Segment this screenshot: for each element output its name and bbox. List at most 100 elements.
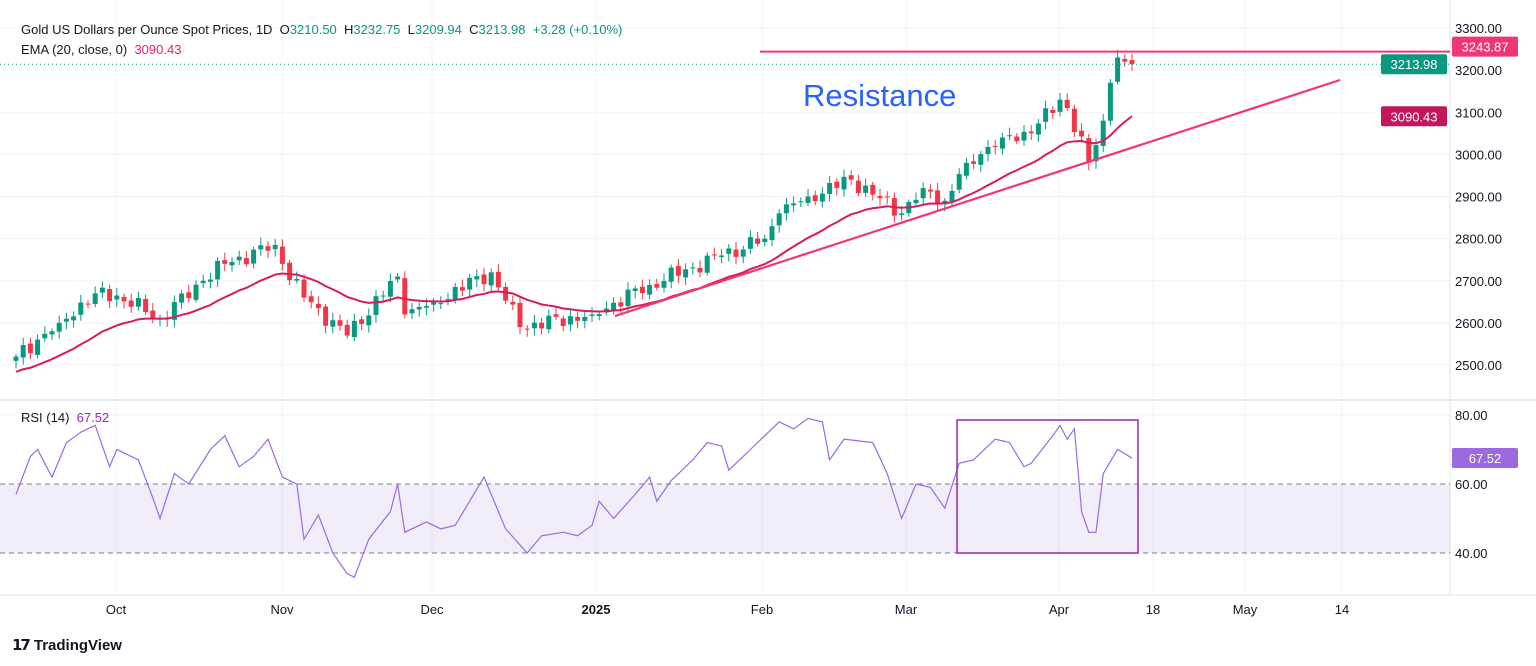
candle: [474, 269, 480, 287]
candle: [13, 354, 19, 369]
candle: [215, 257, 221, 287]
candle: [99, 281, 105, 299]
close-value: 3213.98: [478, 22, 526, 37]
candle-body: [510, 301, 516, 305]
candle: [1129, 53, 1135, 71]
rsi-axis-label: 40.00: [1455, 546, 1488, 561]
candle: [762, 234, 768, 247]
candle-body: [639, 286, 645, 294]
candle: [200, 274, 206, 289]
candle: [1014, 133, 1020, 145]
candle: [596, 311, 602, 321]
resistance-price-badge: [1452, 36, 1518, 57]
price-axis-label: 2700.00: [1455, 274, 1502, 289]
candle: [798, 197, 804, 208]
candle-body: [863, 185, 869, 193]
candle-body: [855, 180, 861, 194]
tradingview-logo[interactable]: 𝟭𝟳 TradingView: [12, 636, 122, 655]
candle: [1100, 113, 1106, 153]
candle: [855, 174, 861, 197]
candle: [222, 252, 228, 272]
candle-body: [697, 267, 703, 273]
candle: [1079, 123, 1085, 144]
high-value: 3232.75: [353, 22, 401, 37]
candle: [971, 153, 977, 170]
candle-body: [927, 189, 933, 192]
candle-body: [870, 184, 876, 195]
price-axis-label: 2800.00: [1455, 232, 1502, 247]
candle-body: [380, 295, 386, 297]
candle: [827, 175, 833, 202]
candle: [1057, 92, 1063, 117]
candle-body: [308, 296, 314, 303]
candle: [690, 262, 696, 275]
candle-body: [949, 190, 955, 202]
candle: [711, 247, 717, 260]
candle-body: [719, 255, 725, 257]
candle: [359, 316, 365, 331]
candle-body: [1043, 108, 1049, 122]
candle: [834, 178, 840, 196]
candle: [85, 300, 91, 309]
candle: [582, 311, 588, 329]
candle: [1086, 133, 1092, 171]
candle-body: [423, 306, 429, 308]
candle: [733, 241, 739, 265]
rsi-legend-value: 67.52: [76, 410, 110, 425]
ema-legend[interactable]: EMA (20, close, 0) 3090.43: [21, 42, 182, 57]
candle-body: [1115, 57, 1121, 82]
candle: [791, 196, 797, 213]
candle-body: [402, 278, 408, 315]
price-axis-label: 3200.00: [1455, 63, 1502, 78]
candle-body: [690, 267, 696, 269]
candle: [495, 264, 501, 292]
candle: [366, 308, 372, 333]
resistance-price-badge-text: 3243.87: [1462, 40, 1509, 55]
candle-body: [517, 302, 523, 328]
price-axis-label: 2600.00: [1455, 316, 1502, 331]
candle: [92, 286, 98, 308]
candle-body: [726, 248, 732, 254]
candle: [517, 295, 523, 335]
candle-body: [1035, 123, 1041, 135]
x-tick-label: Oct: [106, 602, 127, 617]
candle-body: [848, 175, 854, 180]
candle-body: [999, 137, 1005, 149]
candle: [1115, 49, 1121, 85]
candle-body: [92, 293, 98, 305]
candle-body: [85, 303, 91, 305]
symbol-legend: Gold US Dollars per Ounce Spot Prices, 1…: [21, 22, 623, 37]
candle-body: [747, 237, 753, 249]
x-tick-label: 18: [1146, 602, 1160, 617]
tradingview-logo-icon: 𝟭𝟳: [12, 637, 31, 654]
candle-body: [222, 260, 228, 264]
candle-body: [834, 181, 840, 188]
candle-body: [114, 295, 120, 300]
candle: [150, 302, 156, 324]
candle-body: [546, 315, 552, 330]
rsi-legend[interactable]: RSI (14) 67.52: [21, 410, 110, 425]
candle-body: [395, 276, 401, 280]
candle: [323, 303, 329, 334]
candle-body: [625, 289, 631, 306]
candle: [589, 307, 595, 323]
candle: [186, 284, 192, 303]
candle: [819, 187, 825, 208]
x-tick-label: Dec: [420, 602, 444, 617]
candle: [920, 182, 926, 204]
candle: [776, 209, 782, 233]
candle-body: [711, 254, 717, 256]
candle: [755, 231, 761, 247]
candle-body: [315, 303, 321, 309]
candle: [524, 325, 530, 337]
price-axis-label: 2900.00: [1455, 190, 1502, 205]
ema-line: [15, 115, 1133, 373]
candle-body: [265, 246, 271, 251]
candle-body: [121, 296, 127, 302]
candle-body: [49, 331, 55, 335]
candle: [416, 302, 422, 317]
candle-body: [56, 322, 62, 332]
candle: [1064, 93, 1070, 111]
candle-body: [387, 280, 393, 297]
